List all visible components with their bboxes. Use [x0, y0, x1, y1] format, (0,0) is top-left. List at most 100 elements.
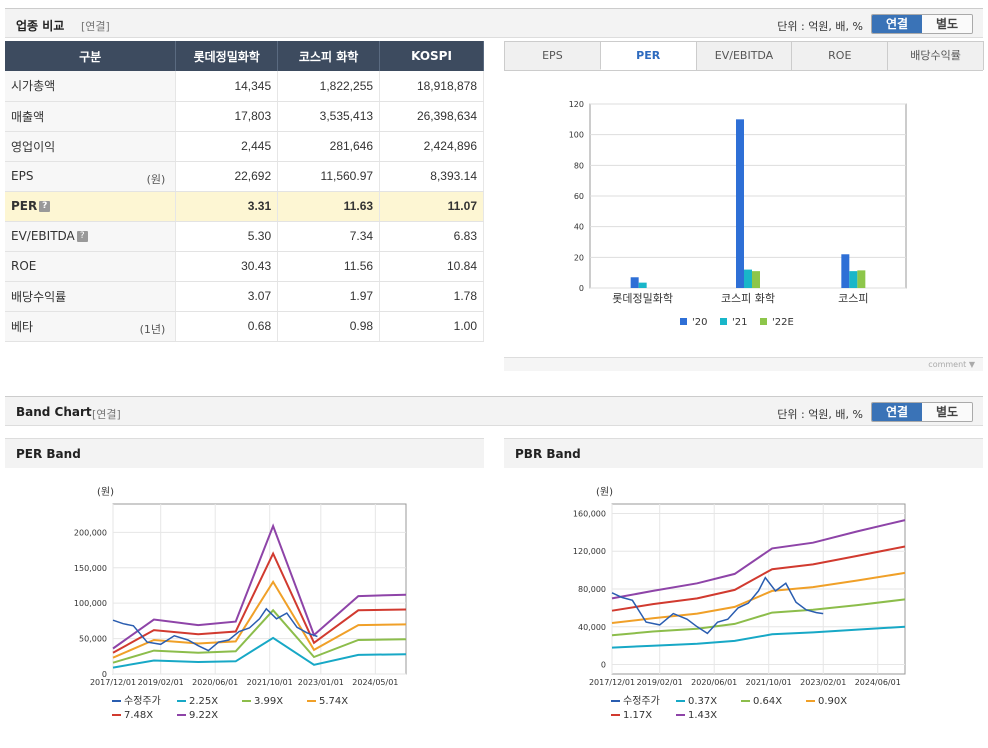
- x-tick-label: 롯데정밀화학: [612, 292, 673, 305]
- y-tick-label: 0: [601, 661, 606, 670]
- band-chart-header: Band Chart [연결] 단위 : 억원, 배, % 연결 별도: [5, 396, 983, 426]
- table-row: EPS (원) 22,692 11,560.97 8,393.14: [5, 161, 484, 192]
- row-label-text: 영업이익: [11, 139, 56, 154]
- table-row: 매출액 17,803 3,535,413 26,398,634: [5, 101, 484, 132]
- legend-label: 2.25X: [189, 696, 218, 707]
- row-unit: (원): [146, 172, 166, 186]
- table-cell: 1.00: [379, 311, 484, 342]
- legend-label: '21: [732, 317, 747, 328]
- x-tick-label: 2024/05/01: [352, 678, 398, 687]
- x-tick-label: 코스피 화학: [721, 292, 775, 305]
- tab-3[interactable]: ROE: [791, 41, 889, 70]
- row-label-text: ROE: [11, 259, 37, 273]
- row-label: ROE: [5, 251, 177, 282]
- legend-label: 0.64X: [753, 696, 782, 707]
- table-cell: 1.78: [379, 281, 484, 312]
- x-tick-label: 2023/01/01: [298, 678, 344, 687]
- y-axis-unit: (원): [596, 486, 613, 498]
- legend-label: '22E: [772, 317, 794, 328]
- consolidation-toggle: 연결 별도: [871, 402, 973, 422]
- per-bar-chart: 0 20 40 60 80 100 120 롯데정밀화학 코스피 화학 코스피 '20 '21 '22E: [569, 100, 907, 328]
- legend-label: 7.48X: [124, 710, 153, 721]
- comparison-table: 구분 롯데정밀화학 코스피 화학 KOSPI 시가총액 14,345 1,822,2…: [5, 41, 484, 342]
- tab-0[interactable]: EPS: [504, 41, 601, 70]
- table-cell: 6.83: [379, 221, 484, 252]
- legend-swatch: [760, 318, 767, 325]
- bar: [752, 271, 760, 288]
- table-cell: 17,803: [175, 101, 279, 132]
- legend-label: 수정주가: [124, 695, 161, 707]
- plot-area: [112, 503, 407, 675]
- price-line: [112, 607, 318, 652]
- table-cell: 2,424,896: [379, 131, 484, 162]
- section-title: 업종 비교: [16, 19, 65, 33]
- legend-swatch: [680, 318, 687, 325]
- row-label: 매출액: [5, 101, 177, 132]
- x-tick-label: 2017/12/01: [90, 678, 136, 687]
- x-tick-label: 2019/02/01: [138, 678, 184, 687]
- column-header: 코스피 화학: [277, 41, 381, 71]
- legend-label: 0.37X: [688, 696, 717, 707]
- legend-label: 0.90X: [818, 696, 847, 707]
- y-tick-label: 100,000: [74, 599, 107, 608]
- y-tick-label: 120: [569, 100, 584, 109]
- row-label-text: EV/EBITDA: [11, 229, 75, 243]
- table-cell: 22,692: [175, 161, 279, 192]
- y-tick-label: 0: [579, 284, 584, 293]
- bar: [744, 269, 752, 288]
- table-cell: 14,345: [175, 71, 279, 102]
- y-tick-label: 100: [569, 131, 584, 140]
- pbr-band-title: PBR Band: [504, 438, 983, 468]
- legend-label: '20: [692, 317, 707, 328]
- row-label: 베타 (1년): [5, 311, 177, 342]
- y-axis-unit: (원): [97, 486, 114, 498]
- column-header: KOSPI: [379, 41, 484, 71]
- bar: [849, 271, 858, 288]
- band-line: [611, 545, 906, 612]
- legend-label: 5.74X: [319, 696, 348, 707]
- consolidated-button[interactable]: 연결: [872, 403, 922, 421]
- row-label-text: 배당수익률: [11, 289, 67, 304]
- consolidated-button[interactable]: 연결: [872, 15, 922, 33]
- tab-2[interactable]: EV/EBITDA: [695, 41, 793, 70]
- legend-label: 1.43X: [688, 710, 717, 721]
- x-tick-label: 2017/12/01: [589, 678, 635, 687]
- help-icon[interactable]: ?: [39, 201, 51, 212]
- metric-tabs: EPS PER EV/EBITDA ROE 배당수익률: [504, 41, 984, 71]
- comment-toggle[interactable]: comment ▼: [504, 357, 983, 371]
- table-row: 배당수익률 3.07 1.97 1.78: [5, 281, 484, 312]
- legend-label: 9.22X: [189, 710, 218, 721]
- band-line: [611, 519, 906, 600]
- y-tick-label: 40: [574, 223, 584, 232]
- unit-label: 단위 : 억원, 배, %: [777, 20, 863, 33]
- separate-button[interactable]: 별도: [922, 403, 972, 421]
- x-tick-label: 2020/06/01: [192, 678, 238, 687]
- row-label: 시가총액: [5, 71, 177, 102]
- bar: [638, 282, 647, 288]
- x-tick-label: 2023/02/01: [800, 678, 846, 687]
- industry-compare-header: 업종 비교 [연결] 단위 : 억원, 배, % 연결 별도: [5, 8, 983, 38]
- row-label: 배당수익률: [5, 281, 177, 312]
- y-tick-label: 40,000: [578, 623, 606, 632]
- x-tick-label: 2024/06/01: [855, 678, 901, 687]
- bar: [630, 277, 639, 288]
- band-line: [611, 598, 906, 637]
- table-cell: 11.63: [277, 191, 381, 222]
- row-label: 영업이익: [5, 131, 177, 162]
- band-line: [112, 636, 407, 669]
- pbr-band-chart: (원) 0 40,000 80,000 120,000 160,000 2017/12/01…: [573, 486, 906, 721]
- table-cell: 0.98: [277, 311, 381, 342]
- consolidation-toggle: 연결 별도: [871, 14, 973, 34]
- y-tick-label: 80: [574, 161, 584, 170]
- tab-1[interactable]: PER: [599, 41, 697, 70]
- x-tick-label: 2020/06/01: [691, 678, 737, 687]
- y-tick-label: 20: [574, 253, 584, 262]
- tab-4[interactable]: 배당수익률: [887, 41, 984, 70]
- separate-button[interactable]: 별도: [922, 15, 972, 33]
- table-cell: 0.68: [175, 311, 279, 342]
- bar: [736, 119, 744, 288]
- table-cell: 8,393.14: [379, 161, 484, 192]
- help-icon[interactable]: ?: [76, 231, 88, 242]
- table-cell: 10.84: [379, 251, 484, 282]
- section-title: Band Chart: [16, 405, 92, 419]
